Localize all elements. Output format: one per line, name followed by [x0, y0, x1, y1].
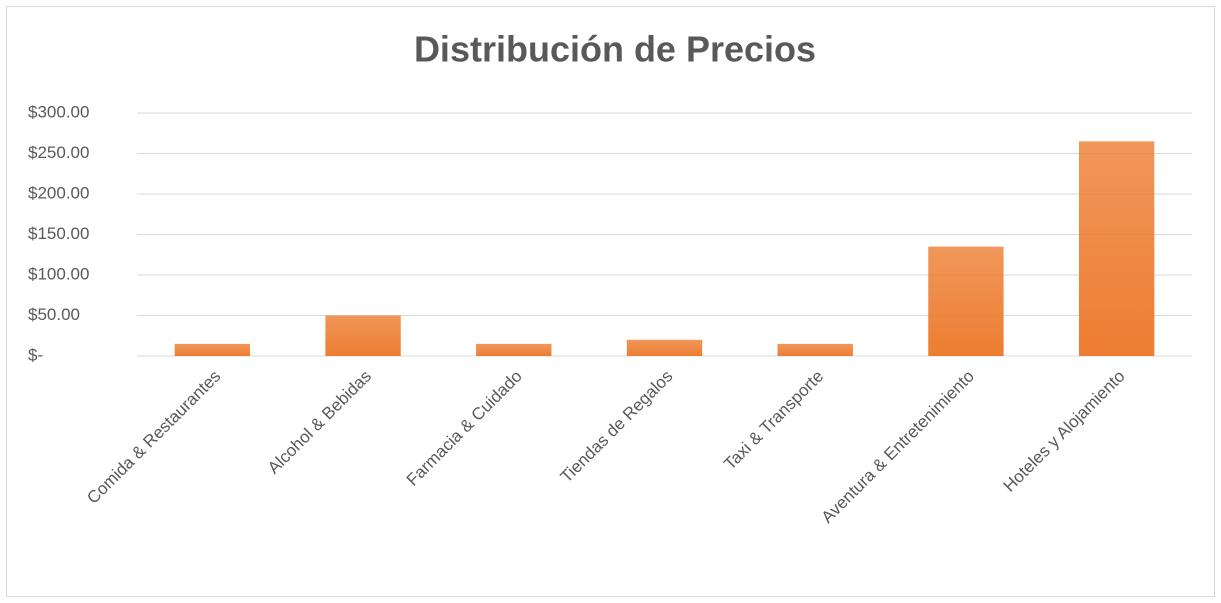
y-tick-label: $300.00 — [28, 102, 89, 121]
y-tick-label: $250.00 — [28, 143, 89, 162]
bar — [325, 315, 401, 356]
bar — [174, 343, 251, 356]
chart-title: Distribución de Precios — [414, 29, 816, 70]
bar — [476, 343, 552, 356]
bar — [1078, 141, 1155, 356]
y-tick-label: $150.00 — [28, 224, 89, 243]
bar — [777, 343, 853, 356]
y-tick-label: $100.00 — [28, 264, 89, 283]
bar — [928, 246, 1004, 356]
y-tick-label: $- — [28, 345, 43, 364]
bar — [626, 339, 703, 356]
chart-border — [6, 6, 1215, 597]
y-tick-label: $200.00 — [28, 183, 89, 202]
y-tick-label: $50.00 — [28, 305, 80, 324]
